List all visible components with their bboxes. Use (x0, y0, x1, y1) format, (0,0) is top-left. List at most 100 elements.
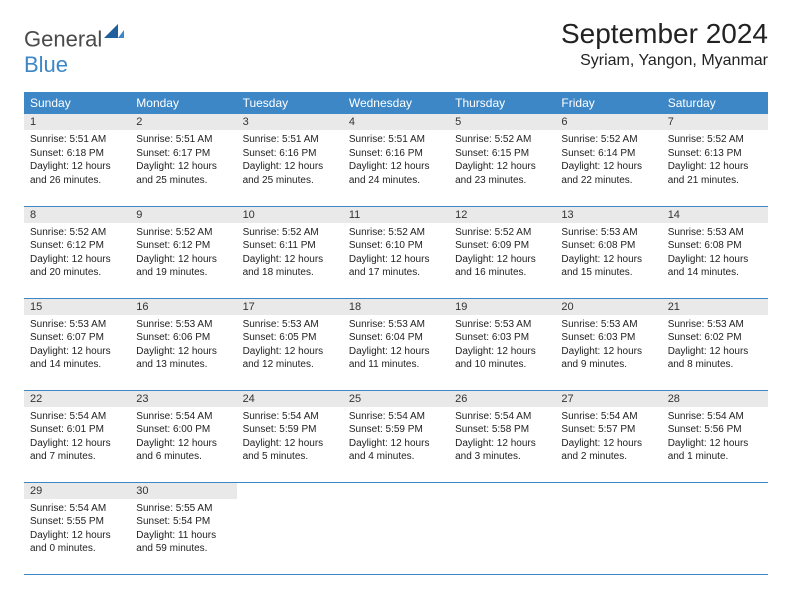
day-body: Sunrise: 5:53 AMSunset: 6:03 PMDaylight:… (555, 315, 661, 378)
day-cell: 13Sunrise: 5:53 AMSunset: 6:08 PMDayligh… (555, 206, 661, 298)
day-cell: 12Sunrise: 5:52 AMSunset: 6:09 PMDayligh… (449, 206, 555, 298)
sunset-text: Sunset: 5:56 PM (668, 423, 762, 437)
sunrise-text: Sunrise: 5:51 AM (349, 133, 443, 147)
day-cell: 8Sunrise: 5:52 AMSunset: 6:12 PMDaylight… (24, 206, 130, 298)
sunrise-text: Sunrise: 5:54 AM (243, 410, 337, 424)
day-number: 18 (343, 299, 449, 315)
sunset-text: Sunset: 5:58 PM (455, 423, 549, 437)
table-row: 8Sunrise: 5:52 AMSunset: 6:12 PMDaylight… (24, 206, 768, 298)
table-row: 22Sunrise: 5:54 AMSunset: 6:01 PMDayligh… (24, 390, 768, 482)
day-cell: 9Sunrise: 5:52 AMSunset: 6:12 PMDaylight… (130, 206, 236, 298)
col-wednesday: Wednesday (343, 92, 449, 114)
daylight-text: Daylight: 12 hours and 25 minutes. (136, 160, 230, 187)
table-row: 15Sunrise: 5:53 AMSunset: 6:07 PMDayligh… (24, 298, 768, 390)
daylight-text: Daylight: 12 hours and 3 minutes. (455, 437, 549, 464)
brand-blue: Blue (24, 52, 68, 77)
daylight-text: Daylight: 12 hours and 8 minutes. (668, 345, 762, 372)
daylight-text: Daylight: 12 hours and 2 minutes. (561, 437, 655, 464)
day-cell: 3Sunrise: 5:51 AMSunset: 6:16 PMDaylight… (237, 114, 343, 206)
day-body: Sunrise: 5:54 AMSunset: 5:59 PMDaylight:… (237, 407, 343, 470)
sunset-text: Sunset: 5:54 PM (136, 515, 230, 529)
day-cell: 4Sunrise: 5:51 AMSunset: 6:16 PMDaylight… (343, 114, 449, 206)
col-tuesday: Tuesday (237, 92, 343, 114)
day-body: Sunrise: 5:54 AMSunset: 6:01 PMDaylight:… (24, 407, 130, 470)
day-body: Sunrise: 5:54 AMSunset: 5:59 PMDaylight:… (343, 407, 449, 470)
header-row: General Blue September 2024 Syriam, Yang… (24, 18, 768, 78)
day-body: Sunrise: 5:54 AMSunset: 6:00 PMDaylight:… (130, 407, 236, 470)
daylight-text: Daylight: 12 hours and 6 minutes. (136, 437, 230, 464)
sunrise-text: Sunrise: 5:52 AM (455, 226, 549, 240)
day-cell: 14Sunrise: 5:53 AMSunset: 6:08 PMDayligh… (662, 206, 768, 298)
sunrise-text: Sunrise: 5:53 AM (561, 226, 655, 240)
sunset-text: Sunset: 6:16 PM (243, 147, 337, 161)
daylight-text: Daylight: 12 hours and 21 minutes. (668, 160, 762, 187)
day-body: Sunrise: 5:52 AMSunset: 6:15 PMDaylight:… (449, 130, 555, 193)
daylight-text: Daylight: 12 hours and 22 minutes. (561, 160, 655, 187)
day-body: Sunrise: 5:54 AMSunset: 5:55 PMDaylight:… (24, 499, 130, 562)
day-body: Sunrise: 5:53 AMSunset: 6:06 PMDaylight:… (130, 315, 236, 378)
sunset-text: Sunset: 6:18 PM (30, 147, 124, 161)
empty-cell (555, 482, 661, 574)
day-body: Sunrise: 5:52 AMSunset: 6:10 PMDaylight:… (343, 223, 449, 286)
empty-cell (343, 482, 449, 574)
day-body: Sunrise: 5:54 AMSunset: 5:57 PMDaylight:… (555, 407, 661, 470)
day-number: 15 (24, 299, 130, 315)
day-cell: 17Sunrise: 5:53 AMSunset: 6:05 PMDayligh… (237, 298, 343, 390)
sunset-text: Sunset: 6:03 PM (455, 331, 549, 345)
sunset-text: Sunset: 6:12 PM (136, 239, 230, 253)
daylight-text: Daylight: 12 hours and 5 minutes. (243, 437, 337, 464)
col-monday: Monday (130, 92, 236, 114)
sunset-text: Sunset: 6:13 PM (668, 147, 762, 161)
daylight-text: Daylight: 12 hours and 17 minutes. (349, 253, 443, 280)
day-number: 9 (130, 207, 236, 223)
calendar-body: 1Sunrise: 5:51 AMSunset: 6:18 PMDaylight… (24, 114, 768, 574)
day-cell: 7Sunrise: 5:52 AMSunset: 6:13 PMDaylight… (662, 114, 768, 206)
sunset-text: Sunset: 6:14 PM (561, 147, 655, 161)
sunrise-text: Sunrise: 5:52 AM (243, 226, 337, 240)
day-body: Sunrise: 5:52 AMSunset: 6:14 PMDaylight:… (555, 130, 661, 193)
sunset-text: Sunset: 6:03 PM (561, 331, 655, 345)
sunrise-text: Sunrise: 5:53 AM (455, 318, 549, 332)
daylight-text: Daylight: 12 hours and 16 minutes. (455, 253, 549, 280)
day-number: 7 (662, 114, 768, 130)
day-body: Sunrise: 5:55 AMSunset: 5:54 PMDaylight:… (130, 499, 236, 562)
day-number: 2 (130, 114, 236, 130)
day-body: Sunrise: 5:53 AMSunset: 6:03 PMDaylight:… (449, 315, 555, 378)
sunset-text: Sunset: 6:02 PM (668, 331, 762, 345)
col-sunday: Sunday (24, 92, 130, 114)
sunset-text: Sunset: 6:08 PM (668, 239, 762, 253)
day-number: 6 (555, 114, 661, 130)
day-body: Sunrise: 5:54 AMSunset: 5:58 PMDaylight:… (449, 407, 555, 470)
sunset-text: Sunset: 6:15 PM (455, 147, 549, 161)
sunset-text: Sunset: 6:00 PM (136, 423, 230, 437)
day-cell: 18Sunrise: 5:53 AMSunset: 6:04 PMDayligh… (343, 298, 449, 390)
day-body: Sunrise: 5:51 AMSunset: 6:16 PMDaylight:… (343, 130, 449, 193)
daylight-text: Daylight: 12 hours and 0 minutes. (30, 529, 124, 556)
brand-logo: General Blue (24, 18, 124, 78)
sunset-text: Sunset: 6:07 PM (30, 331, 124, 345)
day-number: 21 (662, 299, 768, 315)
daylight-text: Daylight: 12 hours and 7 minutes. (30, 437, 124, 464)
day-cell: 23Sunrise: 5:54 AMSunset: 6:00 PMDayligh… (130, 390, 236, 482)
day-number: 17 (237, 299, 343, 315)
daylight-text: Daylight: 12 hours and 4 minutes. (349, 437, 443, 464)
day-number: 30 (130, 483, 236, 499)
daylight-text: Daylight: 12 hours and 20 minutes. (30, 253, 124, 280)
title-block: September 2024 Syriam, Yangon, Myanmar (561, 18, 768, 70)
day-cell: 28Sunrise: 5:54 AMSunset: 5:56 PMDayligh… (662, 390, 768, 482)
day-body: Sunrise: 5:52 AMSunset: 6:12 PMDaylight:… (130, 223, 236, 286)
day-body: Sunrise: 5:51 AMSunset: 6:16 PMDaylight:… (237, 130, 343, 193)
day-body: Sunrise: 5:53 AMSunset: 6:07 PMDaylight:… (24, 315, 130, 378)
daylight-text: Daylight: 12 hours and 19 minutes. (136, 253, 230, 280)
col-friday: Friday (555, 92, 661, 114)
day-number: 29 (24, 483, 130, 499)
day-number: 26 (449, 391, 555, 407)
sunrise-text: Sunrise: 5:54 AM (136, 410, 230, 424)
day-body: Sunrise: 5:53 AMSunset: 6:08 PMDaylight:… (662, 223, 768, 286)
calendar-table: Sunday Monday Tuesday Wednesday Thursday… (24, 92, 768, 575)
sunrise-text: Sunrise: 5:53 AM (136, 318, 230, 332)
daylight-text: Daylight: 11 hours and 59 minutes. (136, 529, 230, 556)
day-number: 4 (343, 114, 449, 130)
sunrise-text: Sunrise: 5:51 AM (243, 133, 337, 147)
sunset-text: Sunset: 6:17 PM (136, 147, 230, 161)
